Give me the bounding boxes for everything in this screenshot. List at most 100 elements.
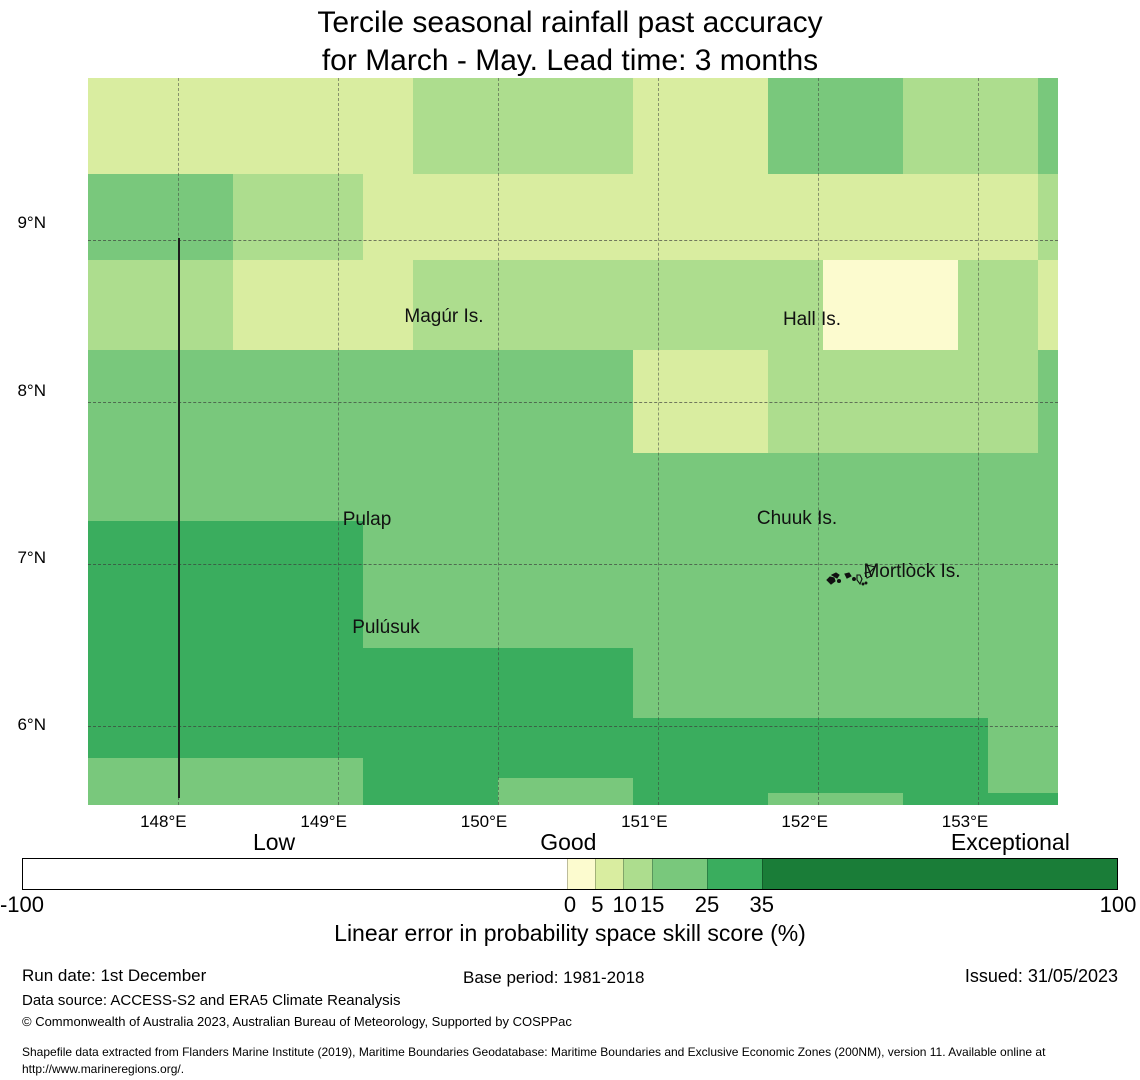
heatmap-cell: [633, 350, 768, 430]
meridian-boundary-line: [178, 238, 180, 798]
heatmap-cell: [178, 78, 363, 174]
heatmap-cell: [1038, 78, 1058, 174]
heatmap-cell: [363, 242, 768, 260]
heatmap-cell: [178, 350, 633, 430]
page-title: Tercile seasonal rainfall past accuracy …: [317, 6, 823, 77]
heatmap-cell: [88, 242, 178, 260]
colorbar-segment: [762, 859, 1118, 889]
map-place-label: Pulúsuk: [352, 617, 420, 638]
heatmap-cell: [768, 350, 1038, 430]
colorbar: [22, 858, 1118, 890]
heatmap-cell: [233, 260, 363, 350]
heatmap-plot-area: Magúr Is. Hall Is. Pulap Chuuk Is. Mortlòck …: [88, 78, 1058, 805]
heatmap-cell: [958, 260, 1038, 350]
heatmap-cell: [903, 793, 1058, 805]
gridline-horizontal: [88, 726, 1058, 727]
heatmap-cell: [823, 78, 903, 174]
gridline-vertical: [818, 78, 819, 805]
heatmap-cell: [633, 718, 988, 778]
gridline-horizontal: [88, 402, 1058, 403]
heatmap-cell: [233, 618, 363, 758]
colorbar-segment: [567, 859, 596, 889]
gridline-vertical: [658, 78, 659, 805]
map-place-label: Pulap: [342, 509, 392, 530]
heatmap-cell: [903, 78, 983, 174]
heatmap-cell: [178, 174, 233, 242]
colorbar-tick-label: 5: [591, 892, 604, 917]
heatmap-cell: [363, 174, 768, 242]
x-tick-label: 153°E: [941, 812, 989, 831]
heatmap-cell: [88, 778, 233, 805]
colorbar-quality-label: Exceptional: [950, 829, 1070, 855]
heatmap-cell: [768, 260, 823, 350]
heatmap-cell: [768, 78, 823, 174]
colorbar-quality-label: Good: [540, 829, 597, 855]
gridline-horizontal: [88, 240, 1058, 241]
colorbar-segment: [707, 859, 763, 889]
heatmap-cell: [823, 260, 958, 350]
heatmap-cell: [338, 174, 363, 242]
heatmap-cell: [768, 242, 1038, 260]
heatmap-cell: [88, 78, 178, 174]
footer-copyright: © Commonwealth of Australia 2023, Austra…: [22, 1014, 572, 1029]
heatmap-cell: [413, 618, 633, 648]
heatmap-cell: [233, 758, 363, 778]
heatmap-cell: [233, 242, 363, 260]
colorbar-tick-label: 100: [1099, 892, 1137, 917]
x-tick-label: 152°E: [781, 812, 828, 831]
heatmap-cell: [363, 648, 413, 758]
heatmap-cell: [988, 718, 1058, 778]
y-tick-label: 9°N: [17, 213, 46, 233]
heatmap-cell: [233, 521, 363, 618]
gridline-horizontal: [88, 564, 1058, 565]
heatmap-cell: [88, 618, 233, 758]
colorbar-tick-label: 15: [639, 892, 665, 917]
x-tick-label: 150°E: [460, 812, 508, 831]
gridline-vertical: [498, 78, 499, 805]
map-place-label: Mortlòck Is.: [863, 561, 961, 582]
heatmap-cell: [983, 78, 1038, 174]
heatmap-cell: [1038, 350, 1058, 430]
colorbar-tick-label: 35: [749, 892, 775, 917]
footer-shapefile-note: Shapefile data extracted from Flanders M…: [22, 1045, 1046, 1076]
colorbar-tick-label: 10: [612, 892, 638, 917]
heatmap-cell: [1038, 260, 1058, 350]
colorbar-segment: [651, 859, 708, 889]
heatmap-cell: [633, 78, 768, 174]
map-place-label: Hall Is.: [782, 309, 842, 330]
heatmap-cell: [498, 778, 633, 805]
x-tick-label: 151°E: [621, 812, 668, 831]
heatmap-cell: [88, 260, 178, 350]
x-tick-label: 149°E: [300, 812, 347, 831]
heatmap-cell: [178, 260, 233, 350]
heatmap-cell: [413, 78, 553, 174]
colorbar-tick-label: 0: [563, 892, 577, 917]
colorbar-quality-labels: Low Good Exceptional: [0, 829, 1140, 855]
colorbar-segment: [595, 859, 624, 889]
heatmap-cell: [1038, 242, 1058, 260]
footer-data-source: Data source: ACCESS-S2 and ERA5 Climate …: [22, 992, 401, 1009]
heatmap-cell: [178, 242, 233, 260]
gridline-vertical: [338, 78, 339, 805]
heatmap-cell: [233, 174, 338, 242]
heatmap-cell: [983, 174, 1038, 242]
colorbar-axis-label: Linear error in probability space skill …: [334, 920, 806, 946]
colorbar-tick-label: -100: [0, 892, 45, 917]
heatmap-cell: [233, 778, 363, 805]
heatmap-cell: [363, 778, 498, 805]
heatmap-cell: [88, 174, 178, 242]
colorbar-quality-label: Low: [252, 829, 296, 855]
heatmap-cell: [363, 78, 413, 174]
heatmap-cell: [363, 618, 413, 648]
map-place-label: Magúr Is.: [404, 306, 484, 327]
heatmap-cell: [88, 521, 233, 618]
y-tick-label: 8°N: [17, 380, 46, 400]
heatmap-cell: [768, 793, 903, 805]
heatmap-cell: [553, 78, 633, 174]
heatmap-cell: [1038, 174, 1058, 242]
heatmap-cell: [88, 758, 233, 778]
colorbar-segment: [23, 859, 567, 889]
heatmap-cell: [363, 260, 413, 350]
heatmap-cell: [768, 174, 983, 242]
heatmap-cell: [413, 260, 633, 350]
